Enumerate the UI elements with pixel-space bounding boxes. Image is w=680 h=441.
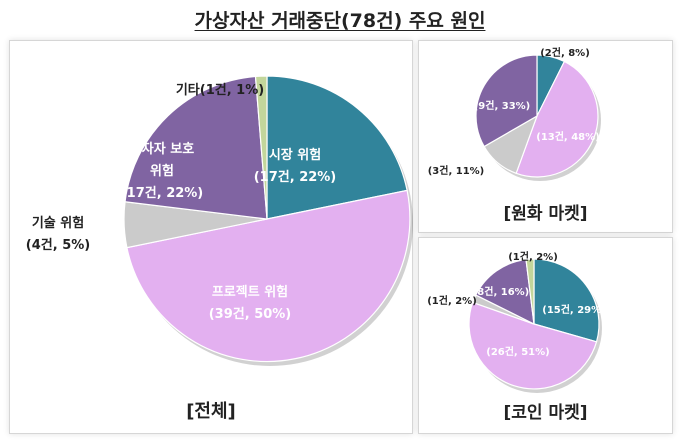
pie-slice-investor-protection-risk [475, 54, 538, 148]
pie-slice-project-risk [468, 301, 598, 390]
slice-label-tech-risk: 기술 위험 (4건, 5%) [26, 215, 90, 253]
pie-slice-investor-protection-risk [124, 75, 268, 220]
slice-label-project-risk: (26건, 51%) [486, 345, 549, 358]
total-chart-panel: 시장 위험 (17건, 22%) 프로젝트 위험 (39건, 50%) 기술 위험 (4건… [9, 40, 413, 434]
coin-market-chart-caption: [코인 마켓] [503, 403, 588, 423]
slice-label-tech-risk: (1건, 2%) [427, 294, 477, 307]
pie-slice-other [254, 75, 268, 220]
pie-slice-investor-protection-risk [475, 258, 535, 326]
pie-slice-market-risk [266, 75, 408, 220]
coin-market-chart-panel: (15건, 29%) (26건, 51%) (1건, 2%) (8건, 16%) (1건… [418, 237, 673, 434]
pie-slice-market-risk [533, 258, 600, 343]
slice-label-market-risk: 시장 위험 (17건, 22%) [254, 147, 337, 185]
slice-label-other: 기타(1건, 1%) [176, 82, 264, 98]
total-chart-caption: [전체] [186, 401, 236, 422]
slice-label-tech-risk: (3건, 11%) [428, 164, 485, 177]
slice-label-project-risk: 프로젝트 위험 (39건, 50%) [209, 284, 292, 322]
slice-label-other: (1건, 2%) [508, 250, 558, 263]
chart-title: 가상자산 거래중단(78건) 주요 원인 [194, 10, 486, 32]
pie-slice-other [525, 258, 535, 325]
total-pie-chart: 시장 위험 (17건, 22%) 프로젝트 위험 (39건, 50%) 기술 위험 (4건… [26, 75, 413, 366]
won-market-chart-caption: [원화 마켓] [503, 204, 588, 224]
slice-label-market-risk: (15건, 29%) [542, 303, 605, 316]
coin-market-pie-chart: (15건, 29%)(26건, 51%)(1건, 2%)(8건, 16%)(1건… [427, 250, 606, 393]
slice-label-project-risk: (13건, 48%) [536, 130, 599, 143]
slice-label-investor-protection-risk: 투자자 보호 위험 (17건, 22%) [121, 142, 204, 201]
slice-label-investor-protection-risk: (9건, 33%) [474, 99, 531, 112]
won-market-chart-panel: (2건, 8%) (13건, 48%) (3건, 11%) (9건, 33%) [원화… [418, 40, 673, 233]
won-market-pie-chart: (2건, 8%) (13건, 48%) (3건, 11%) (9건, 33%) [428, 46, 601, 181]
slice-label-investor-protection-risk: (8건, 16%) [473, 285, 530, 298]
slice-label-market-risk: (2건, 8%) [540, 46, 590, 59]
pie-slice-project-risk [515, 60, 599, 178]
